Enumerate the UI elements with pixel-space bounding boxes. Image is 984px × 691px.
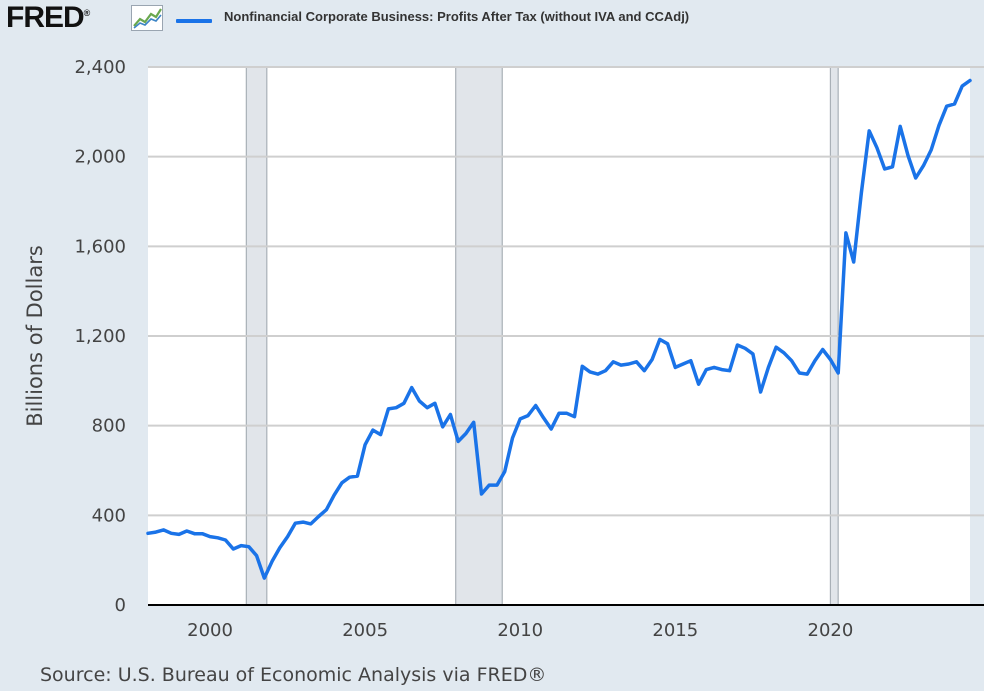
line-chart-icon: [131, 5, 163, 31]
fred-logo[interactable]: FRED®: [6, 1, 90, 35]
y-tick-label: 800: [92, 416, 126, 437]
source-credit: Source: U.S. Bureau of Economic Analysis…: [40, 664, 547, 686]
x-tick-label: 2020: [808, 620, 854, 641]
y-tick-label: 1,600: [74, 236, 126, 257]
y-axis-title: Billions of Dollars: [23, 245, 47, 427]
y-tick-label: 2,400: [74, 57, 126, 78]
x-tick-label: 2015: [652, 620, 698, 641]
legend-series-swatch: [176, 19, 212, 23]
series-line: [146, 78, 972, 580]
line-chart: 0 400 800 1,200 1,600 2,000 2,400 2000 2005 2010 2…: [23, 57, 984, 641]
fred-logo-registered-mark: ®: [83, 8, 91, 18]
legend-series-label: Nonfinancial Corporate Business: Profits…: [224, 9, 690, 24]
chart-header: FRED® Nonfinancial Corporate Business: P…: [0, 0, 984, 44]
x-tick-label: 2000: [187, 620, 233, 641]
fred-logo-text: FRED: [6, 1, 85, 34]
y-tick-label: 1,200: [74, 326, 126, 347]
x-tick-label: 2010: [497, 620, 543, 641]
y-tick-label: 400: [92, 505, 126, 526]
x-tick-label: 2005: [342, 620, 388, 641]
y-tick-label: 0: [115, 595, 126, 616]
y-tick-label: 2,000: [74, 147, 126, 168]
